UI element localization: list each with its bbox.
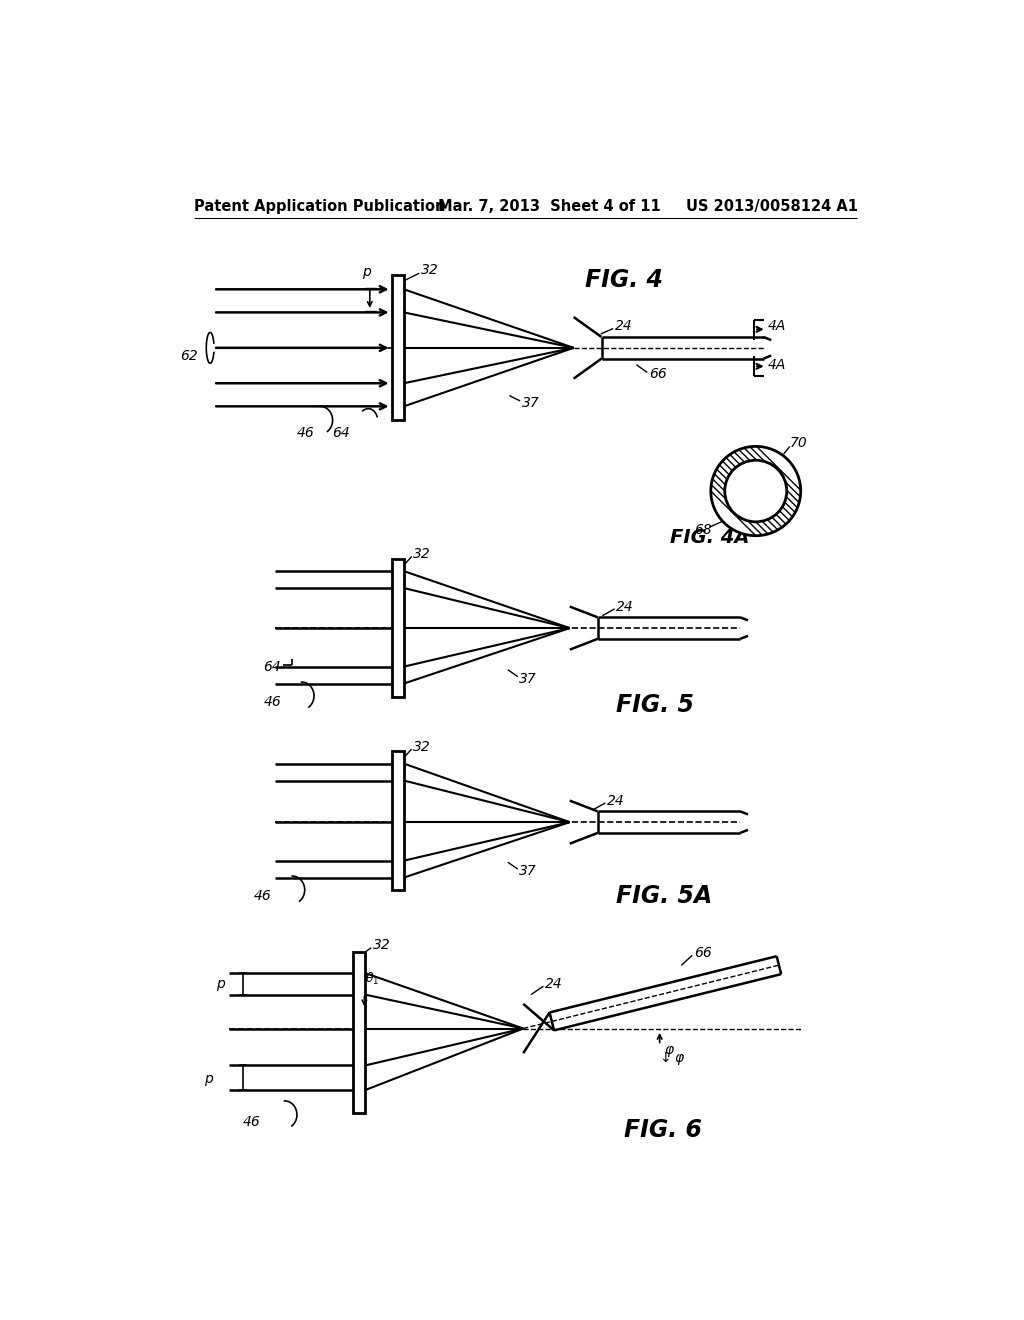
Text: $\downarrow\varphi$: $\downarrow\varphi$ xyxy=(656,1049,685,1067)
Text: 64: 64 xyxy=(332,425,349,440)
Bar xyxy=(391,276,403,420)
Bar xyxy=(352,952,366,1113)
Text: 24: 24 xyxy=(614,319,633,333)
Text: 64: 64 xyxy=(263,660,282,673)
Text: 46: 46 xyxy=(243,1115,260,1130)
Text: p: p xyxy=(216,977,225,991)
Text: 70: 70 xyxy=(790,437,808,450)
Text: $\varphi$: $\varphi$ xyxy=(665,1044,675,1059)
Text: US 2013/0058124 A1: US 2013/0058124 A1 xyxy=(686,198,858,214)
Text: 37: 37 xyxy=(519,672,538,686)
Text: 46: 46 xyxy=(254,890,271,903)
Text: $\theta_1$: $\theta_1$ xyxy=(366,970,380,986)
Text: FIG. 5A: FIG. 5A xyxy=(616,884,713,908)
Text: 32: 32 xyxy=(414,739,431,754)
Text: 46: 46 xyxy=(297,425,314,440)
Ellipse shape xyxy=(725,461,786,521)
Text: 4A: 4A xyxy=(768,358,786,372)
Text: 62: 62 xyxy=(180,348,198,363)
Bar xyxy=(391,558,403,697)
Text: 24: 24 xyxy=(607,793,625,808)
Text: 4A: 4A xyxy=(768,319,786,333)
Text: FIG. 4A: FIG. 4A xyxy=(671,528,750,546)
Text: 66: 66 xyxy=(693,946,712,960)
Text: p: p xyxy=(362,265,371,280)
Text: 37: 37 xyxy=(519,865,538,878)
Text: FIG. 6: FIG. 6 xyxy=(624,1118,702,1142)
Ellipse shape xyxy=(711,446,801,536)
Bar xyxy=(391,751,403,890)
Text: 37: 37 xyxy=(521,396,540,411)
Text: FIG. 4: FIG. 4 xyxy=(586,268,664,292)
Text: p: p xyxy=(205,1072,213,1086)
Text: 68: 68 xyxy=(693,523,712,536)
Text: Mar. 7, 2013  Sheet 4 of 11: Mar. 7, 2013 Sheet 4 of 11 xyxy=(438,198,660,214)
Text: 66: 66 xyxy=(649,367,667,381)
Text: 24: 24 xyxy=(616,599,634,614)
Text: 32: 32 xyxy=(373,939,390,952)
Text: 46: 46 xyxy=(263,696,282,709)
Text: Patent Application Publication: Patent Application Publication xyxy=(194,198,445,214)
Text: FIG. 5: FIG. 5 xyxy=(616,693,694,717)
Text: 32: 32 xyxy=(414,548,431,561)
Text: 24: 24 xyxy=(545,977,563,991)
Text: 32: 32 xyxy=(421,263,438,277)
